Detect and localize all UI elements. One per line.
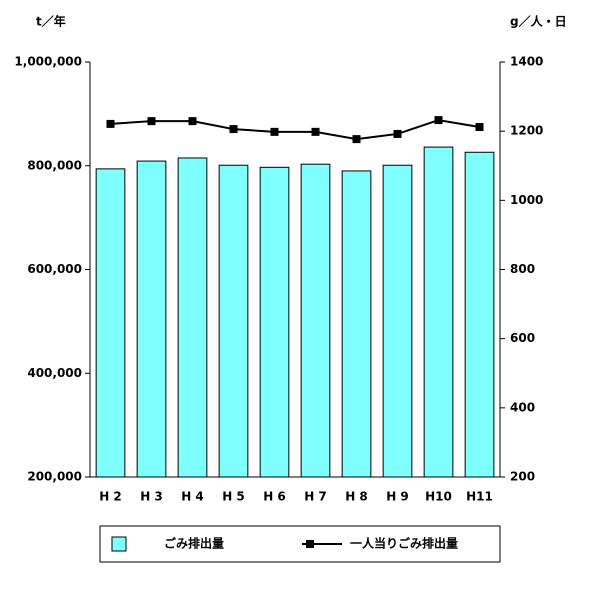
y2-tick-label: 600 bbox=[510, 331, 535, 345]
legend-label: 一人当りごみ排出量 bbox=[350, 536, 458, 551]
y2-tick-label: 800 bbox=[510, 262, 535, 276]
x-tick-label: H 8 bbox=[345, 490, 368, 504]
x-tick-label: H 7 bbox=[304, 490, 327, 504]
y2-tick-label: 1200 bbox=[510, 124, 543, 138]
bar bbox=[464, 151, 495, 478]
x-tick-label: H 5 bbox=[222, 490, 245, 504]
y-tick-label: 400,000 bbox=[27, 366, 82, 380]
legend-swatch bbox=[111, 536, 127, 552]
x-tick-label: H 9 bbox=[386, 490, 409, 504]
marker bbox=[475, 123, 484, 132]
marker bbox=[434, 116, 443, 125]
x-tick-label: H 3 bbox=[140, 490, 163, 504]
y-unit-label: t／年 bbox=[36, 14, 66, 29]
bar bbox=[136, 160, 167, 478]
y2-tick-label: 1400 bbox=[510, 55, 543, 69]
marker bbox=[229, 125, 238, 134]
marker bbox=[188, 117, 197, 126]
marker bbox=[311, 127, 320, 136]
legend-swatch bbox=[306, 540, 314, 548]
line bbox=[110, 119, 480, 141]
x-tick-label: H10 bbox=[425, 490, 452, 504]
y2-tick-label: 400 bbox=[510, 400, 535, 414]
y-tick-label: 200,000 bbox=[27, 470, 82, 484]
legend-label: ごみ排出量 bbox=[164, 536, 224, 551]
marker bbox=[352, 135, 361, 144]
marker bbox=[106, 119, 115, 128]
bar bbox=[341, 170, 372, 478]
marker bbox=[270, 127, 279, 136]
bar bbox=[423, 146, 454, 478]
bar bbox=[177, 157, 208, 478]
x-tick-label: H 4 bbox=[181, 490, 204, 504]
y2-tick-label: 200 bbox=[510, 470, 535, 484]
bar bbox=[259, 166, 290, 478]
y2-unit-label: g／人・日 bbox=[510, 14, 567, 29]
x-tick-label: H11 bbox=[466, 490, 493, 504]
marker bbox=[147, 117, 156, 126]
y-tick-label: 1,000,000 bbox=[14, 55, 82, 69]
bar bbox=[300, 163, 331, 478]
y-tick-label: 800,000 bbox=[27, 158, 82, 172]
y2-tick-label: 1000 bbox=[510, 193, 543, 207]
bar bbox=[382, 164, 413, 478]
marker bbox=[393, 129, 402, 138]
bar bbox=[218, 164, 249, 478]
y-tick-label: 600,000 bbox=[27, 262, 82, 276]
legend-box bbox=[99, 525, 501, 563]
x-tick-label: H 2 bbox=[99, 490, 122, 504]
bar bbox=[95, 168, 126, 478]
x-tick-label: H 6 bbox=[263, 490, 286, 504]
